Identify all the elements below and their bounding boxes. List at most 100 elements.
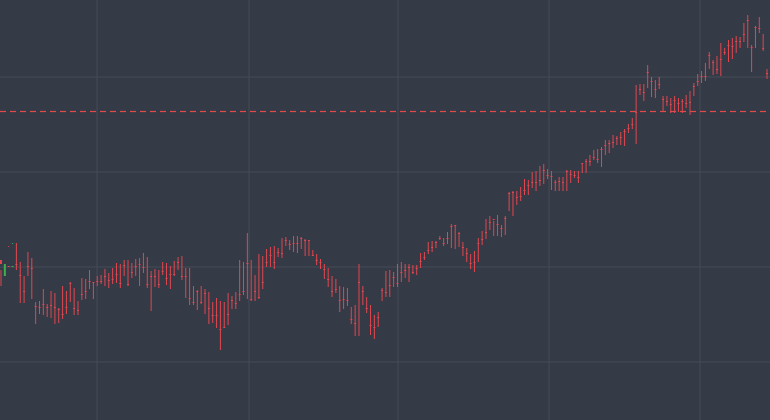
candle-body — [619, 137, 622, 138]
candle — [342, 287, 345, 309]
candle — [692, 83, 695, 96]
candle-body — [581, 163, 584, 164]
candle — [7, 246, 10, 267]
candle-body — [446, 238, 449, 239]
candle-body — [739, 41, 742, 42]
candle-body — [269, 255, 272, 256]
candle — [766, 69, 768, 79]
candle-body — [735, 41, 738, 42]
candle-body — [142, 267, 145, 268]
candle — [458, 232, 461, 247]
candle — [727, 40, 730, 62]
candle-body — [511, 192, 514, 193]
candle — [427, 242, 430, 254]
candle — [554, 180, 557, 191]
candle — [188, 268, 191, 305]
candle-body — [242, 291, 245, 292]
candle — [69, 282, 72, 302]
candle-body — [488, 222, 491, 223]
candle — [665, 96, 668, 106]
candle — [296, 236, 299, 253]
candle — [500, 225, 503, 237]
candle — [715, 56, 718, 74]
candle-body — [650, 81, 653, 82]
candle — [750, 45, 753, 72]
candle — [538, 166, 541, 186]
candle — [496, 215, 499, 236]
candle-body — [477, 243, 480, 244]
candle-body — [746, 20, 749, 21]
candle-body — [19, 275, 22, 276]
candle-body — [53, 307, 56, 308]
candle — [184, 268, 187, 298]
candle-body — [204, 293, 207, 294]
candle — [608, 140, 611, 153]
candle-body — [492, 219, 495, 220]
candle — [762, 34, 765, 51]
candle-body — [766, 73, 768, 74]
candle — [573, 171, 576, 178]
candle-body — [173, 274, 176, 275]
candle-body — [669, 104, 672, 105]
candle-body — [708, 55, 711, 56]
candle-body — [550, 176, 553, 177]
candle — [288, 240, 291, 250]
candle — [246, 233, 249, 299]
candle-body — [357, 282, 360, 283]
candle — [604, 140, 607, 155]
candle-body — [573, 175, 576, 176]
candle-body — [273, 262, 276, 263]
candle-body — [346, 300, 349, 301]
candle — [542, 164, 545, 184]
candle-body — [384, 292, 387, 293]
candle-body — [354, 323, 357, 324]
candle-body — [400, 272, 403, 273]
candle — [731, 38, 734, 59]
candle — [50, 291, 53, 318]
candle — [400, 262, 403, 282]
candle-body — [76, 310, 79, 311]
candle — [588, 155, 591, 166]
candle — [157, 270, 160, 288]
candle-body — [361, 291, 364, 292]
candle — [88, 270, 91, 289]
candle-body — [631, 124, 634, 125]
candle — [377, 312, 380, 327]
candle-body — [100, 281, 103, 282]
candle-body — [315, 260, 318, 261]
candle — [219, 301, 222, 350]
candle — [600, 147, 603, 167]
candle — [381, 288, 384, 301]
candle — [76, 301, 79, 315]
candle — [257, 254, 260, 299]
candle — [404, 264, 407, 278]
candle — [242, 262, 245, 295]
candle-body — [704, 76, 707, 77]
candle-body — [473, 262, 476, 263]
candle-body — [11, 266, 14, 267]
candle-body — [638, 89, 641, 90]
candle — [254, 275, 257, 301]
candle-body — [292, 243, 295, 244]
candle — [619, 132, 622, 145]
candle — [204, 289, 207, 314]
candle — [527, 180, 530, 195]
candle-body — [558, 181, 561, 182]
candle — [211, 302, 214, 323]
candle — [38, 301, 41, 314]
candle-body — [588, 161, 591, 162]
candle-body — [654, 89, 657, 90]
candle-body — [596, 159, 599, 160]
candle-body — [369, 325, 372, 326]
candle-body — [230, 300, 233, 301]
candle-body — [342, 299, 345, 300]
candle — [100, 275, 103, 284]
candle-body — [323, 269, 326, 270]
candle — [304, 239, 307, 256]
candle-body — [381, 290, 384, 291]
candle — [292, 236, 295, 252]
candle-body — [238, 294, 241, 295]
candle — [615, 136, 618, 145]
candle — [511, 191, 514, 216]
candle — [127, 260, 130, 286]
